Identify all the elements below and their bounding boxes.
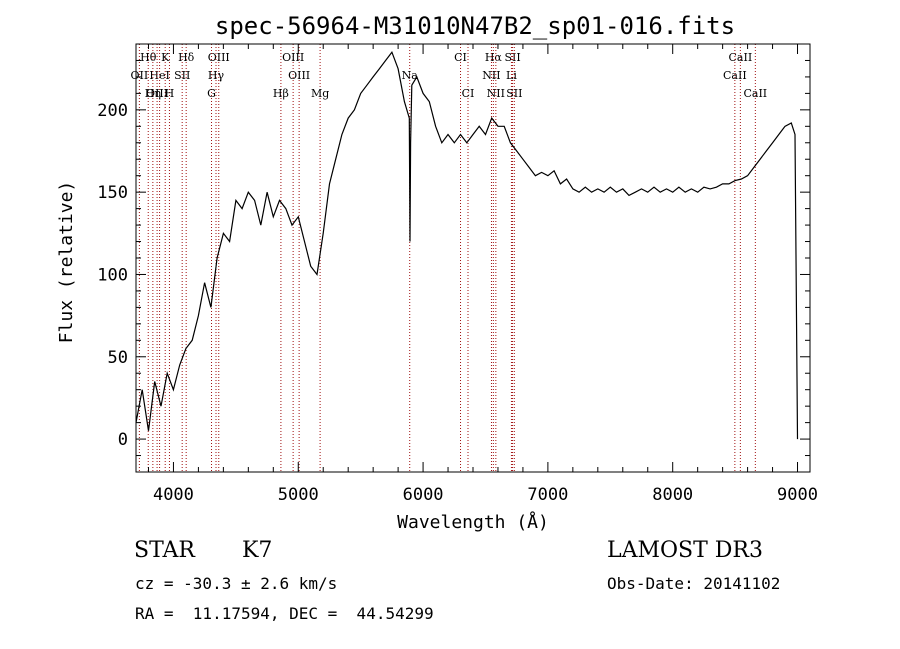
spectral-line-label: OII <box>131 69 149 82</box>
spectral-line-label: CaII <box>723 69 747 82</box>
spectral-line-label: Hα <box>485 51 503 64</box>
spectral-line-label: CI <box>454 51 467 64</box>
spectral-line-label: OIII <box>282 51 304 64</box>
spectral-line-label: Na <box>402 69 419 82</box>
x-tick-label: 4000 <box>153 485 194 505</box>
spectral-line-label: CaII <box>729 51 753 64</box>
coordinates-text: RA = 11.17594, DEC = 44.54299 <box>135 604 434 623</box>
x-tick-label: 7000 <box>527 485 568 505</box>
y-tick-label: 50 <box>108 348 128 368</box>
class-label: STAR <box>134 538 195 563</box>
redshift-text: cz = -30.3 ± 2.6 km/s <box>135 574 338 593</box>
spectral-line-label: Li <box>506 69 517 82</box>
y-tick-label: 0 <box>118 430 128 450</box>
spectral-line-label: Hθ <box>140 51 157 64</box>
x-axis-label: Wavelength (Å) <box>397 511 549 533</box>
spectral-line-label: K <box>161 51 170 64</box>
chart-title: spec-56964-M31010N47B2_sp01-016.fits <box>215 12 735 40</box>
spectral-line-label: OIII <box>146 87 168 100</box>
spectral-line-label: NII <box>482 69 500 82</box>
y-tick-label: 150 <box>97 183 128 203</box>
spectral-line-label: CaII <box>743 87 767 100</box>
spectral-line-label: Hδ <box>178 51 195 64</box>
axis-ticks: 4000 5000 6000 7000 8000 9000 0 50 100 150 200 <box>97 44 818 505</box>
spectral-line-label: G <box>207 87 216 100</box>
x-tick-label: 9000 <box>777 485 818 505</box>
spectral-line-label: Mg <box>311 87 329 100</box>
spectral-line-label: SII <box>174 69 190 82</box>
series-layer <box>135 50 799 440</box>
spectral-line-label: HeI <box>149 69 169 82</box>
spectral-line-label: OIII <box>288 69 310 82</box>
spectral-line-label: Hβ <box>273 87 289 100</box>
spectral-line-label: Hη <box>145 87 161 100</box>
subclass-label: K7 <box>242 538 273 563</box>
spectrum-line <box>135 50 799 440</box>
y-axis-label: Flux (relative) <box>56 181 77 344</box>
spectral-line-label: OIII <box>208 51 230 64</box>
spectral-line-label: NII <box>487 87 505 100</box>
x-tick-label: 6000 <box>403 485 444 505</box>
spectral-line-label: Hγ <box>208 69 225 82</box>
x-tick-label: 5000 <box>278 485 319 505</box>
y-tick-label: 100 <box>97 265 128 285</box>
obs-date-text: Obs-Date: 20141102 <box>607 574 781 593</box>
plot-frame <box>135 43 811 473</box>
spectral-line-label: CI <box>462 87 475 100</box>
y-tick-label: 200 <box>97 101 128 121</box>
spectral-line-label: SII <box>506 87 522 100</box>
spectral-line-label: SII <box>504 51 520 64</box>
spectral-line-label: H <box>165 87 175 100</box>
survey-label: LAMOST DR3 <box>607 538 763 563</box>
x-tick-label: 8000 <box>652 485 693 505</box>
